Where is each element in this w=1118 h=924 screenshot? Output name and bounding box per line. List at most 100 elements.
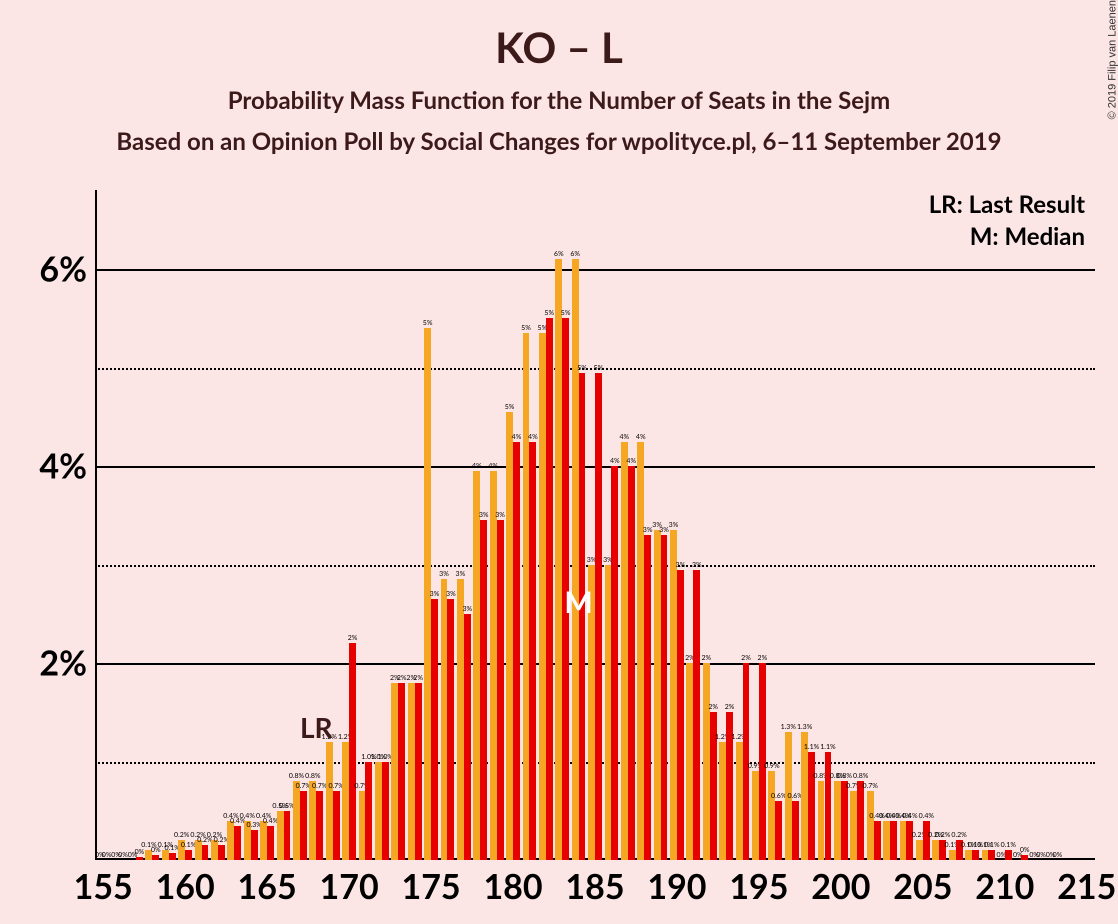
x-tick-label: 180 — [483, 860, 542, 907]
bar-value-label: 4% — [610, 457, 620, 466]
grid-major — [95, 269, 1095, 271]
bar-value-label: 2% — [397, 674, 407, 683]
bar-red: 0.7% — [300, 791, 307, 860]
bar-red: 5% — [595, 373, 602, 860]
bar-value-label: 1.3% — [781, 723, 796, 732]
bar-red: 0.1% — [185, 850, 192, 860]
legend-last-result: LR: Last Result — [929, 190, 1085, 219]
bar-value-label: 4% — [488, 462, 498, 471]
bar-red: 3% — [677, 570, 684, 860]
bar-red: 0.8% — [841, 781, 848, 860]
chart-plot-area: 2%4%6%1551601651701751801851901952002052… — [95, 220, 1095, 860]
bar-orange: 4% — [473, 471, 480, 860]
bar-red: 0.1% — [972, 850, 979, 860]
bar-value-label: 0.2% — [935, 831, 950, 840]
bar-red: 3% — [497, 520, 504, 860]
bar-value-label: 5% — [505, 403, 515, 412]
bar-value-label: 0.4% — [240, 812, 255, 821]
x-tick-label: 190 — [647, 860, 706, 907]
bar-value-label: 0% — [118, 851, 128, 860]
bar-red: 0% — [152, 855, 159, 860]
bar-orange: 4% — [637, 442, 644, 860]
bar-value-label: 6% — [570, 250, 580, 259]
bar-red: 2% — [398, 683, 405, 860]
bar-orange: 5% — [506, 412, 513, 860]
bar-value-label: 0.1% — [1001, 841, 1016, 850]
bar-value-label: 4% — [619, 433, 629, 442]
x-tick-label: 215 — [1057, 860, 1116, 907]
bar-value-label: 2% — [758, 654, 768, 663]
bar-orange: 1.2% — [342, 742, 349, 860]
bar-red: 3% — [447, 599, 454, 860]
bar-value-label: 0% — [1036, 851, 1046, 860]
chart-subtitle-2: Based on an Opinion Poll by Social Chang… — [0, 115, 1118, 156]
bar-red: 0.6% — [792, 801, 799, 860]
bar-red: 0.2% — [202, 845, 209, 860]
bar-orange: 0.8% — [293, 781, 300, 860]
bar-orange: 0.4% — [260, 821, 267, 860]
x-tick-label: 160 — [156, 860, 215, 907]
y-tick-label: 4% — [39, 446, 95, 487]
copyright-text: © 2019 Filip van Laenen — [1106, 0, 1118, 123]
bar-orange: 0.8% — [818, 781, 825, 860]
bar-orange: 4% — [490, 471, 497, 860]
bar-red: 0.4% — [874, 821, 881, 860]
bar-orange: 0.7% — [867, 791, 874, 860]
bar-orange: 0.1% — [982, 850, 989, 860]
bar-orange: 1.2% — [719, 742, 726, 860]
bar-value-label: 5% — [423, 319, 433, 328]
x-tick-label: 175 — [401, 860, 460, 907]
bar-value-label: 2% — [413, 674, 423, 683]
bar-value-label: 2% — [708, 703, 718, 712]
bar-red: 0% — [136, 857, 143, 860]
bar-red: 3% — [464, 614, 471, 860]
bar-orange: 0.4% — [883, 821, 890, 860]
bar-value-label: 5% — [594, 364, 604, 373]
bar-value-label: 1.1% — [820, 743, 835, 752]
bar-value-label: 4% — [472, 462, 482, 471]
bar-orange: 1.2% — [736, 742, 743, 860]
bar-value-label: 0% — [1053, 851, 1063, 860]
bar-red: 3% — [661, 535, 668, 860]
x-tick-label: 195 — [729, 860, 788, 907]
bar-value-label: 3% — [676, 561, 686, 570]
bar-red: 4% — [513, 442, 520, 860]
bar-orange: 3% — [441, 579, 448, 860]
bar-red: 0.6% — [775, 801, 782, 860]
chart-subtitle-1: Probability Mass Function for the Number… — [0, 72, 1118, 115]
bar-red: 0.1% — [169, 853, 176, 860]
bar-red: 4% — [611, 466, 618, 860]
bar-value-label: 3% — [479, 511, 489, 520]
bar-red: 3% — [693, 570, 700, 860]
bar-value-label: 3% — [430, 590, 440, 599]
bar-red: 0.1% — [988, 850, 995, 860]
x-tick-label: 210 — [975, 860, 1034, 907]
bar-orange: 0.9% — [768, 771, 775, 860]
x-tick-label: 155 — [74, 860, 133, 907]
bar-value-label: 3% — [495, 511, 505, 520]
bar-orange: 5% — [539, 333, 546, 860]
bar-orange: 0.7% — [359, 791, 366, 860]
bar-value-label: 5% — [577, 364, 587, 373]
bar-value-label: 0.8% — [305, 772, 320, 781]
bar-value-label: 0.8% — [289, 772, 304, 781]
bar-value-label: 2% — [701, 654, 711, 663]
bar-value-label: 0.8% — [853, 772, 868, 781]
bar-red: 0.4% — [267, 826, 274, 860]
bar-value-label: 4% — [512, 433, 522, 442]
bar-orange: 2% — [408, 683, 415, 860]
bar-value-label: 5% — [544, 309, 554, 318]
bar-red: 0.4% — [923, 821, 930, 860]
bar-value-label: 3% — [456, 570, 466, 579]
bar-orange: 0.7% — [850, 791, 857, 860]
bar-orange: 0.4% — [227, 821, 234, 860]
bar-value-label: 2% — [348, 634, 358, 643]
bar-orange: 2% — [703, 663, 710, 860]
bar-value-label: 0.9% — [764, 762, 779, 771]
bar-red: 0.4% — [906, 821, 913, 860]
bar-red: 3% — [644, 535, 651, 860]
bar-red: 5% — [546, 318, 553, 860]
bar-orange: 0.1% — [949, 850, 956, 860]
marker-median: M — [564, 584, 592, 620]
bar-value-label: 0.7% — [863, 782, 878, 791]
